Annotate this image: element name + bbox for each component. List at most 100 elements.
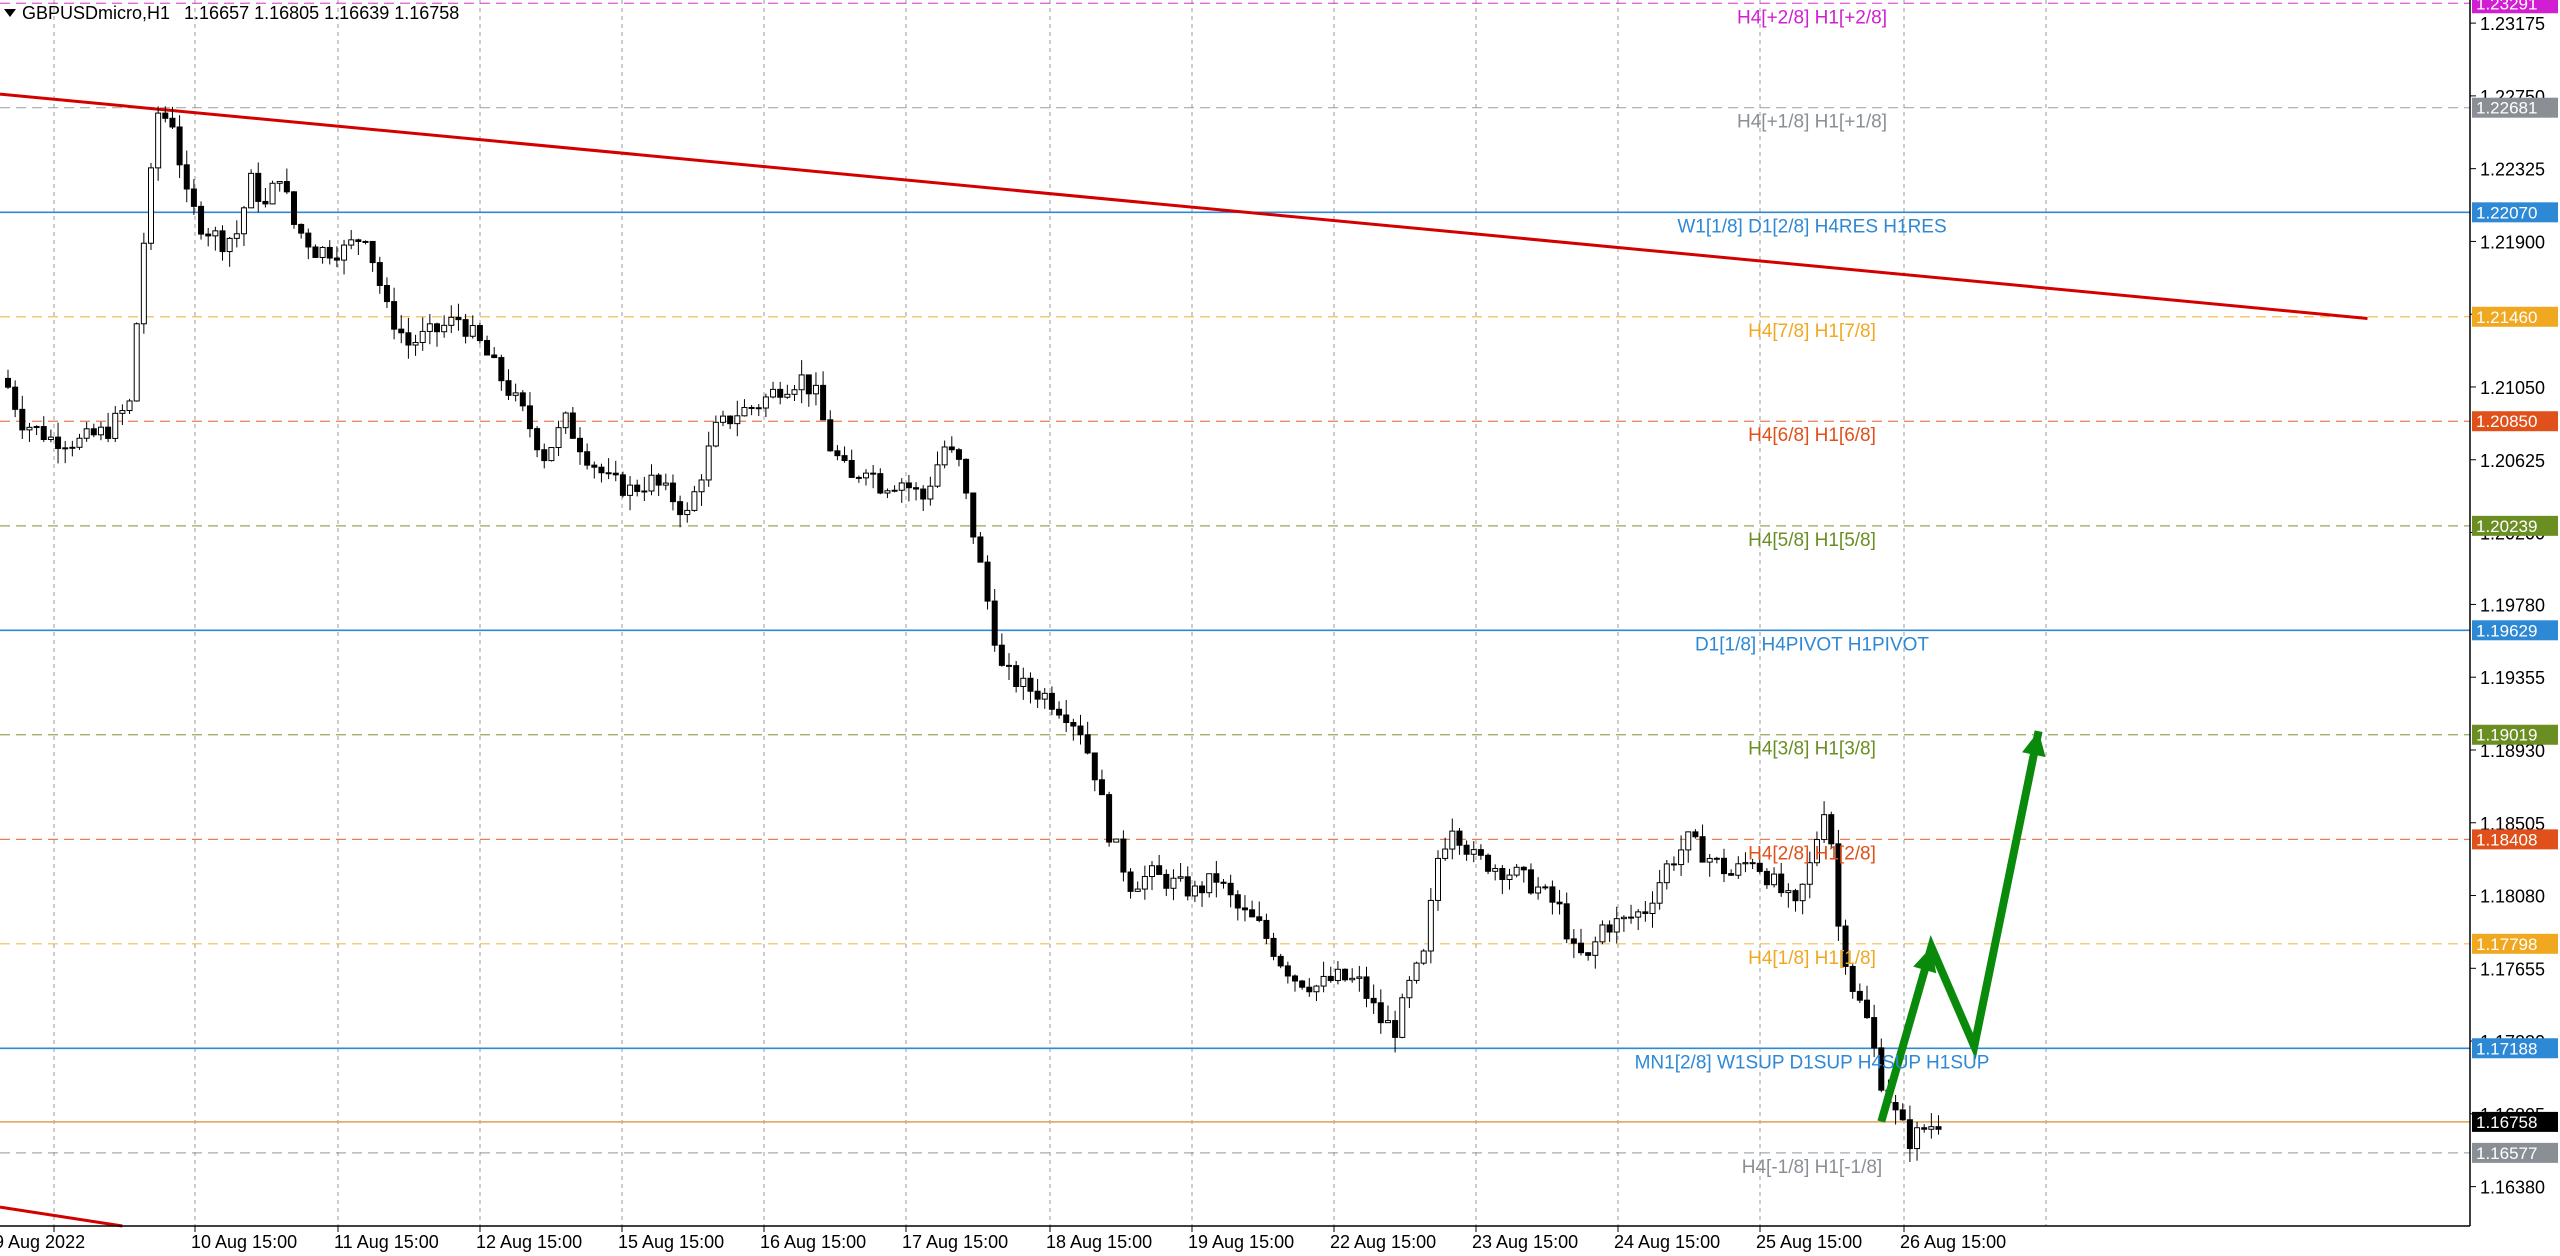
candle-body	[1506, 874, 1513, 880]
candle-body	[319, 246, 326, 258]
forecast-arrowhead-2	[2022, 731, 2046, 758]
candle-body	[226, 237, 233, 253]
candle-body	[112, 412, 119, 439]
candle-body	[1406, 979, 1413, 999]
x-tick-label: 10 Aug 15:00	[191, 1232, 297, 1252]
x-tick-label: 22 Aug 15:00	[1330, 1232, 1436, 1252]
candle-body	[1392, 1020, 1399, 1038]
candle-body	[627, 484, 634, 496]
candle-body	[1249, 909, 1256, 918]
candle-body	[1077, 725, 1084, 736]
candle-body	[1635, 911, 1642, 918]
level-price-tag	[2472, 1142, 2558, 1163]
candle-body	[355, 239, 362, 242]
candle-body	[812, 384, 819, 395]
candle-body	[691, 491, 698, 511]
candle-body	[455, 316, 462, 321]
candle-body	[1449, 830, 1456, 850]
candle-body	[1470, 849, 1477, 855]
candle-body	[548, 447, 555, 462]
candle-body	[1935, 1126, 1942, 1130]
candle-body	[762, 396, 769, 409]
level-price-tag	[2472, 620, 2558, 641]
level-price-text: 1.19629	[2476, 621, 2537, 640]
candle-body	[148, 167, 154, 244]
candle-body	[1435, 857, 1441, 901]
candle-body	[612, 472, 619, 476]
candle-body	[1785, 890, 1792, 894]
level-price-text: 1.18408	[2476, 830, 2537, 849]
candle-body	[1241, 907, 1248, 911]
candle-body	[1070, 722, 1077, 727]
level-label: H4[3/8] H1[3/8]	[1748, 739, 1876, 760]
level-label: H4[-1/8] H1[-1/8]	[1742, 1157, 1882, 1178]
candle-body	[298, 223, 305, 234]
candle-body	[498, 357, 505, 382]
candle-body	[1871, 1017, 1878, 1049]
candle-body	[1620, 916, 1627, 920]
candle-body	[1477, 849, 1484, 856]
candle-body	[1156, 865, 1163, 875]
candle-body	[176, 126, 183, 166]
candle-body	[1628, 916, 1635, 919]
candle-body	[1649, 902, 1656, 914]
candle-body	[1878, 1047, 1885, 1091]
candle-body	[1828, 814, 1835, 845]
candle-body	[1106, 794, 1113, 843]
level-price-tag	[2472, 1038, 2558, 1059]
x-tick-label: 18 Aug 15:00	[1046, 1232, 1152, 1252]
candle-body	[1856, 990, 1863, 1001]
candle-body	[1642, 911, 1649, 914]
candle-body	[1056, 708, 1063, 716]
candle-body	[1034, 690, 1041, 700]
candle-body	[1349, 977, 1356, 981]
candle-body	[1313, 985, 1320, 993]
y-tick-label: 1.22325	[2480, 160, 2545, 180]
y-tick-label: 1.18080	[2480, 887, 2545, 907]
x-tick-label: 15 Aug 15:00	[618, 1232, 724, 1252]
candle-body	[534, 428, 541, 451]
candle-body	[1020, 677, 1027, 687]
candle-body	[991, 600, 998, 646]
candle-body	[1721, 857, 1727, 875]
candle-body	[233, 233, 240, 239]
candle-body	[1542, 886, 1549, 889]
x-tick-label: 12 Aug 15:00	[476, 1232, 582, 1252]
y-tick-label: 1.19780	[2480, 595, 2545, 615]
candle-body	[1377, 1002, 1384, 1024]
level-price-tag	[2472, 411, 2558, 432]
chart-menu-triangle-icon[interactable]	[4, 9, 16, 17]
candle-body	[877, 473, 884, 494]
level-label: MN1[2/8] W1SUP D1SUP H4SUP H1SUP	[1635, 1052, 1990, 1073]
candle-body	[755, 407, 762, 410]
candle-body	[1670, 863, 1677, 866]
candle-body	[140, 242, 147, 325]
candle-body	[1113, 838, 1120, 843]
candle-body	[1063, 714, 1070, 724]
candle-body	[1141, 876, 1148, 890]
level-price-text: 1.16577	[2476, 1144, 2537, 1163]
candle-body	[119, 410, 126, 414]
candle-body	[1163, 873, 1170, 889]
x-tick-label: 23 Aug 15:00	[1472, 1232, 1578, 1252]
candle-body	[677, 501, 684, 516]
candle-body	[255, 172, 262, 202]
candle-body	[584, 451, 591, 466]
candle-body	[1127, 871, 1134, 892]
candle-body	[734, 415, 741, 425]
candle-body	[291, 191, 297, 225]
candle-body	[1442, 848, 1449, 859]
candle-body	[1191, 885, 1198, 897]
candle-body	[1327, 975, 1334, 982]
candle-body	[1334, 968, 1341, 982]
candle-body	[283, 181, 290, 193]
candle-body	[526, 405, 533, 430]
candle-body	[970, 492, 977, 538]
level-price-text: 1.23291	[2476, 0, 2537, 13]
candle-body	[1149, 865, 1155, 878]
candle-body	[190, 188, 197, 207]
candle-body	[1492, 868, 1499, 872]
candle-body	[1771, 873, 1778, 886]
candle-body	[1599, 924, 1606, 943]
